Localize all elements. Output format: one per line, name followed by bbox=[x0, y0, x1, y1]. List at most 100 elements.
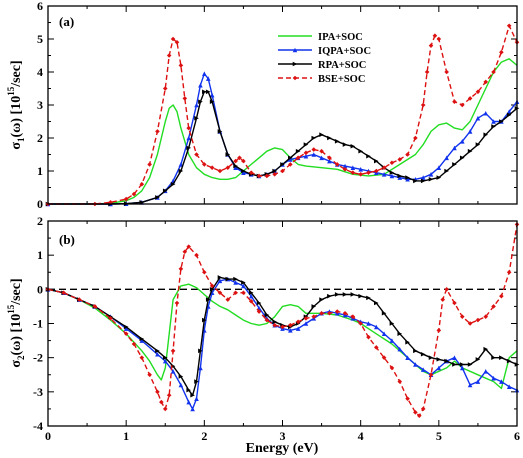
data-point-bse-soc bbox=[350, 314, 356, 319]
data-point-rpa-soc bbox=[506, 358, 512, 364]
legend-label-rpa-soc: RPA+SOC bbox=[318, 60, 366, 71]
data-point-bse-soc bbox=[272, 172, 277, 177]
data-point-iqpa-soc bbox=[467, 382, 473, 388]
data-point-iqpa-soc bbox=[483, 110, 489, 116]
data-point-bse-soc bbox=[319, 148, 324, 154]
data-point-bse-soc bbox=[166, 53, 172, 58]
data-point-bse-soc bbox=[170, 36, 176, 42]
data-point-rpa-soc bbox=[436, 357, 442, 362]
data-point-iqpa-soc bbox=[397, 346, 403, 352]
data-point-iqpa-soc bbox=[389, 338, 395, 343]
data-point-rpa-soc bbox=[217, 129, 223, 134]
data-point-bse-soc bbox=[237, 155, 242, 161]
data-point-iqpa-soc bbox=[190, 406, 195, 412]
data-point-iqpa-soc bbox=[241, 283, 246, 289]
data-point-bse-soc bbox=[295, 319, 301, 325]
data-point-rpa-soc bbox=[491, 124, 496, 129]
x-tick-label: 3 bbox=[280, 429, 286, 443]
data-point-bse-soc bbox=[420, 102, 426, 108]
data-point-bse-soc bbox=[303, 150, 309, 156]
data-point-bse-soc bbox=[217, 290, 223, 296]
panel-b-label: (b) bbox=[59, 232, 75, 247]
data-point-rpa-soc bbox=[342, 142, 348, 147]
data-point-bse-soc bbox=[241, 290, 246, 296]
data-point-rpa-soc bbox=[248, 290, 254, 296]
panel-a-ylabel: σ1(ω) [1015/sec] bbox=[6, 60, 26, 149]
data-point-iqpa-soc bbox=[381, 172, 387, 177]
panel-b-ytick-label: 1 bbox=[37, 248, 43, 262]
data-point-rpa-soc bbox=[397, 173, 403, 179]
data-point-iqpa-soc bbox=[194, 102, 199, 108]
data-point-rpa-soc bbox=[499, 355, 504, 360]
data-point-iqpa-soc bbox=[139, 338, 145, 343]
data-point-rpa-soc bbox=[475, 142, 481, 147]
data-point-rpa-soc bbox=[428, 355, 434, 360]
data-point-iqpa-soc bbox=[233, 165, 238, 170]
data-point-rpa-soc bbox=[233, 163, 238, 169]
data-point-rpa-soc bbox=[272, 168, 277, 174]
data-point-bse-soc bbox=[432, 33, 438, 38]
data-point-iqpa-soc bbox=[295, 326, 301, 331]
data-point-rpa-soc bbox=[350, 143, 356, 149]
data-point-bse-soc bbox=[108, 316, 113, 321]
data-point-iqpa-soc bbox=[475, 115, 481, 121]
data-point-rpa-soc bbox=[194, 379, 199, 384]
data-point-iqpa-soc bbox=[506, 384, 512, 390]
data-point-rpa-soc bbox=[420, 178, 426, 184]
data-point-rpa-soc bbox=[319, 297, 324, 302]
data-point-bse-soc bbox=[256, 173, 262, 179]
panel-b-ylabel-sup: 15 bbox=[6, 304, 16, 314]
data-point-iqpa-soc bbox=[491, 119, 496, 124]
data-point-rpa-soc bbox=[194, 115, 199, 121]
data-point-iqpa-soc bbox=[381, 331, 387, 337]
legend-label-ipa-soc: IPA+SOC bbox=[318, 32, 363, 43]
data-point-bse-soc bbox=[475, 89, 481, 95]
data-point-bse-soc bbox=[288, 162, 293, 167]
data-point-rpa-soc bbox=[444, 358, 449, 364]
data-point-rpa-soc bbox=[241, 280, 246, 285]
data-point-rpa-soc bbox=[178, 374, 184, 379]
data-point-iqpa-soc bbox=[452, 145, 457, 151]
series-line-bse-soc bbox=[48, 25, 518, 205]
data-point-rpa-soc bbox=[374, 300, 379, 306]
data-point-iqpa-soc bbox=[459, 365, 465, 371]
panel-b-ytick-label: 0 bbox=[37, 282, 43, 296]
data-point-bse-soc bbox=[280, 324, 285, 330]
data-point-bse-soc bbox=[174, 40, 180, 45]
series-ipa-soc bbox=[48, 58, 518, 205]
data-point-rpa-soc bbox=[155, 195, 160, 200]
data-point-bse-soc bbox=[155, 389, 160, 395]
data-point-bse-soc bbox=[139, 355, 145, 360]
x-tick-label: 5 bbox=[436, 429, 442, 443]
data-point-rpa-soc bbox=[475, 357, 481, 362]
data-point-iqpa-soc bbox=[162, 358, 168, 364]
data-point-iqpa-soc bbox=[198, 82, 203, 88]
data-point-rpa-soc bbox=[467, 148, 473, 154]
data-point-iqpa-soc bbox=[288, 157, 293, 162]
data-point-rpa-soc bbox=[162, 188, 168, 194]
data-point-rpa-soc bbox=[327, 293, 332, 299]
data-point-bse-soc bbox=[467, 96, 473, 101]
data-point-iqpa-soc bbox=[350, 165, 356, 170]
data-point-rpa-soc bbox=[205, 89, 211, 95]
data-point-rpa-soc bbox=[256, 300, 262, 306]
data-point-bse-soc bbox=[76, 297, 82, 302]
data-point-bse-soc bbox=[334, 162, 340, 167]
data-point-bse-soc bbox=[186, 244, 191, 249]
data-point-iqpa-soc bbox=[327, 158, 332, 164]
data-point-bse-soc bbox=[182, 96, 188, 101]
data-point-bse-soc bbox=[303, 316, 309, 321]
panel-a-ytick-label: 6 bbox=[37, 0, 43, 13]
data-point-bse-soc bbox=[264, 317, 270, 323]
data-point-bse-soc bbox=[174, 300, 180, 306]
data-point-bse-soc bbox=[209, 165, 215, 170]
data-point-bse-soc bbox=[139, 181, 145, 187]
data-point-iqpa-soc bbox=[452, 355, 457, 360]
data-point-bse-soc bbox=[288, 322, 293, 328]
data-point-rpa-soc bbox=[225, 276, 231, 282]
data-point-bse-soc bbox=[248, 298, 254, 304]
data-point-rpa-soc bbox=[467, 362, 473, 367]
data-point-bse-soc bbox=[186, 125, 191, 131]
data-point-bse-soc bbox=[280, 168, 285, 174]
data-point-bse-soc bbox=[182, 249, 188, 255]
